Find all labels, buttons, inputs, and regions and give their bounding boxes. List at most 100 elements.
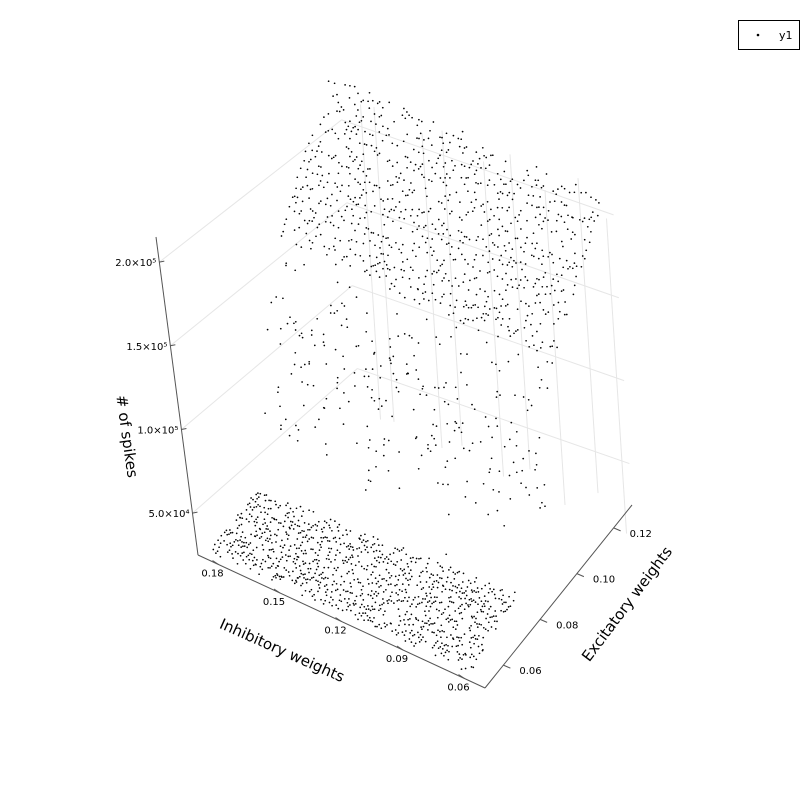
data-point bbox=[430, 434, 433, 437]
data-point bbox=[547, 209, 550, 212]
data-point bbox=[504, 305, 507, 307]
data-point bbox=[421, 211, 423, 214]
data-point bbox=[255, 518, 257, 521]
data-point bbox=[442, 585, 445, 587]
data-point bbox=[367, 469, 370, 472]
data-point bbox=[370, 265, 373, 268]
data-point bbox=[433, 631, 435, 634]
data-point bbox=[382, 602, 385, 604]
data-point bbox=[219, 542, 222, 545]
data-point bbox=[535, 166, 538, 168]
data-point bbox=[293, 322, 295, 325]
data-point bbox=[481, 146, 484, 149]
data-point bbox=[485, 312, 487, 315]
data-point bbox=[365, 568, 368, 571]
data-point bbox=[341, 609, 344, 612]
data-point bbox=[306, 168, 309, 171]
data-point bbox=[487, 513, 490, 516]
data-point bbox=[293, 515, 295, 518]
data-point bbox=[389, 595, 392, 598]
data-point bbox=[336, 549, 339, 552]
data-point bbox=[345, 166, 348, 168]
data-point bbox=[401, 190, 404, 193]
data-point bbox=[373, 150, 376, 153]
data-point bbox=[530, 254, 533, 257]
data-point bbox=[378, 604, 381, 607]
data-point bbox=[488, 179, 491, 181]
data-point bbox=[440, 652, 443, 655]
data-point bbox=[373, 542, 376, 545]
data-point bbox=[303, 530, 305, 533]
data-point bbox=[318, 587, 321, 589]
data-point bbox=[334, 132, 337, 135]
data-point bbox=[370, 210, 373, 213]
data-point bbox=[371, 543, 374, 546]
data-point bbox=[462, 447, 465, 450]
data-point bbox=[341, 184, 343, 187]
data-point bbox=[324, 443, 327, 445]
data-point bbox=[352, 549, 355, 551]
data-point bbox=[270, 565, 273, 568]
data-point bbox=[229, 542, 232, 545]
data-point bbox=[409, 578, 412, 581]
data-point bbox=[511, 178, 514, 181]
data-point bbox=[398, 177, 400, 179]
data-point bbox=[243, 541, 245, 544]
data-point bbox=[285, 262, 288, 265]
data-point bbox=[598, 202, 600, 204]
data-point bbox=[574, 252, 576, 255]
data-point bbox=[361, 592, 364, 595]
data-point bbox=[283, 223, 286, 226]
data-point bbox=[301, 200, 304, 203]
data-point bbox=[359, 217, 361, 220]
data-point bbox=[449, 596, 452, 598]
data-point bbox=[282, 525, 285, 528]
data-point bbox=[316, 317, 319, 320]
data-point bbox=[342, 534, 344, 537]
data-point bbox=[565, 313, 568, 316]
data-point bbox=[311, 595, 314, 598]
data-point bbox=[339, 543, 342, 546]
data-point bbox=[398, 615, 401, 617]
data-point bbox=[289, 545, 292, 547]
data-point bbox=[407, 565, 410, 568]
data-point bbox=[451, 159, 453, 162]
data-point bbox=[388, 159, 391, 162]
data-point bbox=[531, 204, 533, 207]
data-point bbox=[476, 623, 478, 625]
data-point bbox=[332, 156, 335, 159]
data-point bbox=[500, 305, 502, 307]
data-point bbox=[363, 181, 366, 184]
data-point bbox=[364, 612, 367, 614]
data-point bbox=[258, 573, 260, 576]
data-point bbox=[310, 536, 313, 539]
data-point bbox=[540, 186, 543, 189]
data-point bbox=[411, 208, 414, 211]
data-point bbox=[494, 628, 497, 630]
data-point bbox=[280, 551, 283, 554]
data-point bbox=[374, 601, 377, 604]
data-point bbox=[405, 553, 408, 556]
data-point bbox=[427, 210, 430, 213]
data-point bbox=[305, 232, 308, 235]
data-point bbox=[225, 529, 228, 532]
data-point bbox=[436, 561, 439, 564]
data-point bbox=[432, 574, 435, 577]
data-point bbox=[447, 242, 450, 245]
data-point bbox=[469, 629, 472, 632]
data-point bbox=[398, 292, 401, 294]
data-point bbox=[242, 545, 244, 548]
data-point bbox=[263, 518, 266, 521]
data-point bbox=[311, 241, 314, 244]
data-point bbox=[295, 547, 298, 550]
data-point bbox=[288, 434, 291, 437]
data-point bbox=[367, 619, 370, 621]
data-point bbox=[332, 245, 335, 248]
data-point bbox=[462, 241, 464, 244]
data-point bbox=[396, 548, 399, 551]
data-point bbox=[286, 322, 289, 325]
data-point bbox=[361, 541, 363, 544]
data-point bbox=[366, 614, 369, 617]
data-point bbox=[458, 216, 461, 219]
data-point bbox=[364, 548, 367, 551]
